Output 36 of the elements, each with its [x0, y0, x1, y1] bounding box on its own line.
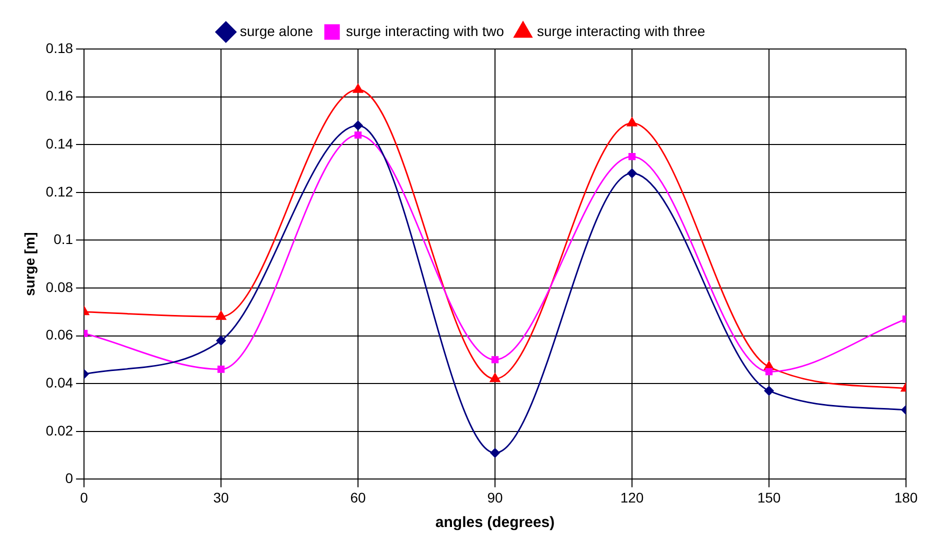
- y-tick-label: 0.12: [46, 183, 74, 200]
- y-tick-label: 0.08: [46, 278, 74, 295]
- y-tick-label: 0.06: [46, 326, 74, 343]
- point: [490, 373, 500, 382]
- x-tick-label: 60: [350, 489, 366, 506]
- y-tick-label: 0.1: [54, 231, 74, 248]
- point: [352, 84, 364, 93]
- y-tick-label: 0: [65, 470, 74, 486]
- legend-label: surge interacting with three: [537, 22, 706, 39]
- point: [764, 386, 774, 396]
- x-tick-label: 150: [757, 489, 781, 506]
- x-tick-label: 90: [487, 489, 504, 506]
- point: [217, 366, 225, 373]
- point: [626, 117, 638, 126]
- point: [627, 168, 637, 178]
- point: [628, 152, 636, 160]
- point: [216, 336, 226, 346]
- y-tick-label: 0.02: [46, 422, 74, 438]
- point: [216, 310, 226, 320]
- x-tick-label: 180: [894, 489, 918, 506]
- x-tick-label: 30: [213, 489, 230, 506]
- y-tick-label: 0.04: [46, 374, 74, 390]
- legend-label: surge alone: [240, 22, 314, 39]
- y-tick-label: 0.14: [46, 135, 74, 152]
- point: [491, 356, 499, 364]
- legend-label: surge interacting with two: [346, 22, 504, 39]
- point: [765, 368, 773, 376]
- x-tick-label: 0: [80, 489, 88, 506]
- point: [354, 131, 362, 139]
- point: [490, 448, 500, 458]
- point: [353, 120, 363, 130]
- y-tick-label: 0.18: [46, 40, 74, 56]
- y-tick-label: 0.16: [46, 88, 74, 104]
- x-axis-title: angles (degrees): [435, 514, 555, 532]
- x-tick-label: 120: [620, 489, 644, 506]
- y-axis-title: surge [m]: [21, 232, 38, 296]
